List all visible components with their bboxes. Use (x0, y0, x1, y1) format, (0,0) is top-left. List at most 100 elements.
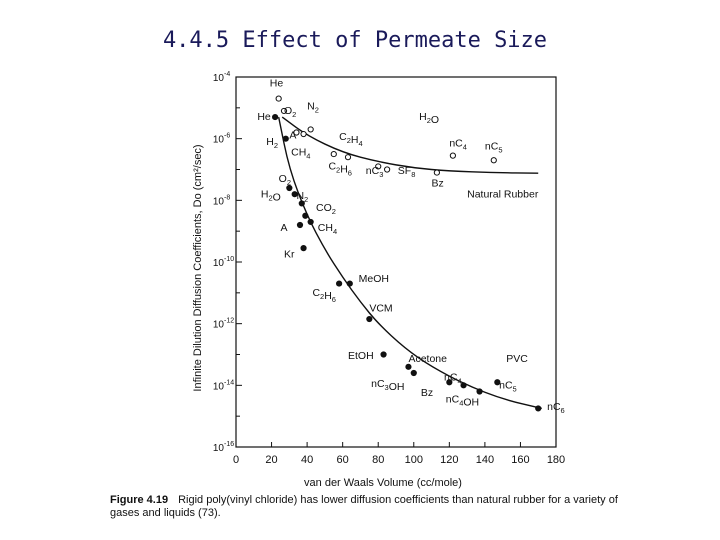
point-nc3oh (410, 369, 417, 377)
point-co2 (302, 212, 309, 219)
caption-label: Figure 4.19 (110, 494, 169, 506)
x-tick-label: 100 (405, 454, 423, 466)
point-n2 (307, 126, 314, 133)
x-tick-label: 180 (547, 454, 565, 466)
point-kr (300, 245, 307, 252)
curve-natural-rubber (281, 116, 539, 174)
point-nc4 (449, 152, 456, 159)
x-tick-label: 80 (372, 454, 384, 466)
point-bz (433, 169, 440, 176)
label-ch4: CH4 (318, 222, 337, 236)
label-nc4oh: nC4OH (446, 393, 479, 408)
label-sf8: SF8 (398, 165, 416, 179)
point-h2 (282, 135, 289, 142)
point-nc5 (490, 157, 497, 164)
point-nc4oh (476, 388, 483, 395)
label-he: He (270, 77, 284, 89)
label-nc6: nC6 (547, 401, 565, 415)
point-a (293, 129, 300, 136)
point-c2h6 (336, 280, 343, 287)
y-tick-label: 10 (213, 73, 225, 84)
label-nc5: nC5 (485, 140, 503, 154)
point-vcm (366, 315, 373, 323)
point-o2 (286, 184, 293, 192)
slide-title: 4.4.5 Effect of Permeate Size (162, 28, 548, 53)
label-nc3: nC3 (366, 165, 384, 179)
curve-pvc (277, 116, 542, 410)
x-tick-label: 20 (265, 454, 277, 466)
y-tick-exponent: -4 (224, 71, 230, 78)
label-pvc: PVC (506, 353, 528, 365)
label-a: A (289, 130, 296, 142)
label-acetone: Acetone (408, 353, 447, 365)
label-meoh: MeOH (359, 273, 389, 285)
point-o2 (280, 107, 288, 115)
point-h2o (291, 191, 298, 198)
label-etoh: EtOH (348, 350, 374, 362)
label-natural-rubber: Natural Rubber (467, 188, 539, 200)
x-tick-label: 140 (476, 454, 494, 466)
label-kr: Kr (284, 248, 295, 260)
point-c2h6 (344, 154, 352, 161)
data-points (272, 95, 542, 412)
y-tick-exponent: -12 (224, 318, 234, 325)
label-nc4: nC4 (444, 372, 462, 386)
point-n2 (298, 200, 305, 207)
point-labels: He He O2 N2 A CH4 H2 C2H4 C2H6 nC3 SF8 Bz H2O nC4 nC5 N… (257, 77, 564, 415)
x-tick-label: 120 (440, 454, 458, 466)
point-bz (460, 382, 467, 389)
label-n2: N2 (296, 190, 308, 204)
label-he: He (257, 111, 271, 123)
x-axis-label: van der Waals Volume (cc/mole) (304, 477, 462, 489)
y-tick-exponent: -10 (224, 256, 234, 263)
label-c2h6: C2H6 (328, 161, 352, 178)
label-h2: H2 (266, 136, 278, 150)
label-nc3oh: nC3OH (371, 378, 404, 393)
point-ch4 (307, 218, 314, 226)
y-tick-label: 10 (213, 381, 225, 392)
label-bz: Bz (432, 177, 444, 189)
label-ch4: CH4 (291, 147, 310, 161)
y-tick-label: 10 (213, 320, 225, 331)
y-tick-label: 10 (213, 135, 225, 146)
point-ch4 (300, 130, 307, 138)
y-tick-exponent: -8 (224, 194, 230, 201)
figure-caption: Figure 4.19 Rigid poly(vinyl chloride) ha… (110, 494, 650, 520)
point-nc6 (535, 405, 542, 412)
label-nc5: nC5 (499, 379, 517, 393)
point-nc3 (375, 163, 382, 170)
point-a (296, 221, 304, 229)
y-tick-exponent: -6 (224, 133, 230, 140)
y-axis-label: Infinite Dilution Diffusion Coefficients… (192, 144, 204, 391)
label-h2o: H2O (261, 188, 281, 203)
point-he (275, 95, 282, 102)
point-acetone (405, 363, 412, 370)
point-he (272, 113, 279, 121)
y-tick-exponent: -14 (224, 379, 234, 386)
x-tick-label: 60 (337, 454, 349, 466)
caption-text: Rigid poly(vinyl chloride) has lower dif… (110, 494, 618, 519)
label-o2: O2 (284, 105, 296, 119)
x-tick-label: 40 (301, 454, 313, 466)
y-tick-exponent: -16 (224, 441, 234, 448)
y-tick-label: 10 (213, 196, 225, 207)
x-tick-label: 160 (511, 454, 529, 466)
label-a: A (280, 222, 287, 234)
label-co2: CO2 (316, 202, 336, 216)
label-vcm: VCM (369, 302, 392, 314)
label-c2h6: C2H6 (312, 287, 336, 304)
y-tick-label: 10 (213, 258, 225, 269)
point-nc4 (446, 379, 453, 386)
label-nc4: nC4 (449, 137, 467, 151)
label-h2o: H2O (419, 111, 439, 126)
label-n2: N2 (307, 100, 319, 114)
curves (277, 116, 542, 410)
label-o2: O2 (279, 173, 291, 187)
label-c2h4: C2H4 (339, 131, 363, 148)
point-sf8 (384, 166, 391, 173)
y-tick-label: 10 (213, 443, 225, 454)
point-nc5 (494, 379, 501, 386)
point-etoh (380, 351, 387, 358)
